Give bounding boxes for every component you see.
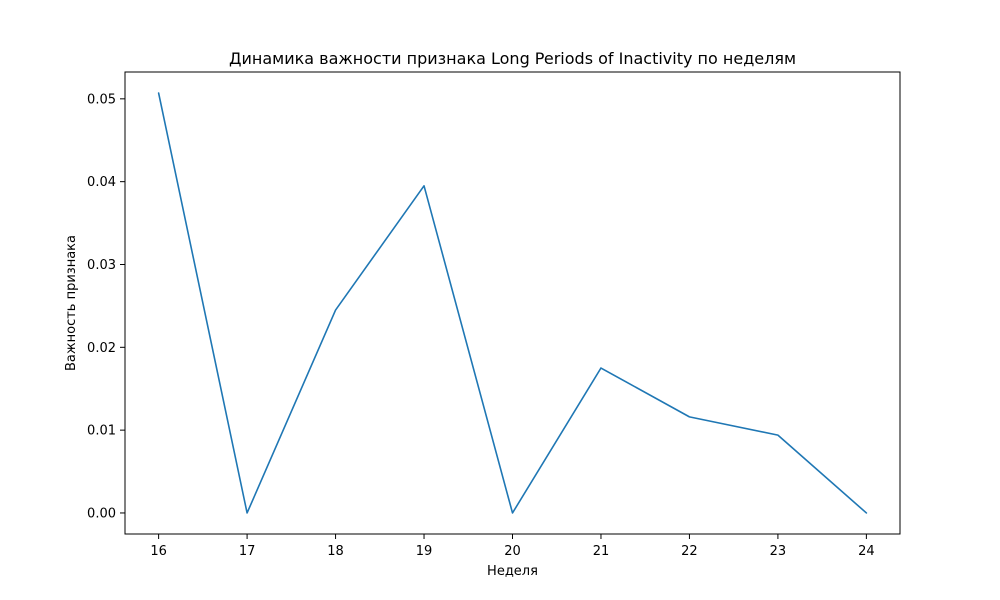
x-tick-label: 24 [858,544,875,559]
x-tick-label: 21 [593,544,610,559]
y-axis-label: Важность признака [64,235,79,371]
x-tick-label: 17 [239,544,256,559]
plot-area-frame [124,71,901,535]
x-tick-label: 20 [504,544,521,559]
x-tick-label: 18 [327,544,344,559]
x-axis-label: Неделя [487,564,538,579]
x-tick-label: 19 [416,544,433,559]
y-tick-label: 0.02 [87,341,116,356]
y-axis: 0.00 0.01 0.02 0.03 0.04 0.05 [87,92,125,521]
series-line [157,92,868,514]
y-tick-label: 0.03 [87,258,116,273]
x-tick-label: 23 [770,544,787,559]
y-tick-label: 0.04 [87,175,116,190]
y-tick-label: 0.00 [87,506,116,521]
x-tick-label: 22 [681,544,698,559]
y-tick-label: 0.01 [87,424,116,439]
y-tick-label: 0.05 [87,92,116,107]
x-tick-label: 16 [150,544,167,559]
x-axis: 16 17 18 19 20 21 22 23 24 [150,534,875,559]
chart-title: Динамика важности признака Long Periods … [229,49,796,68]
